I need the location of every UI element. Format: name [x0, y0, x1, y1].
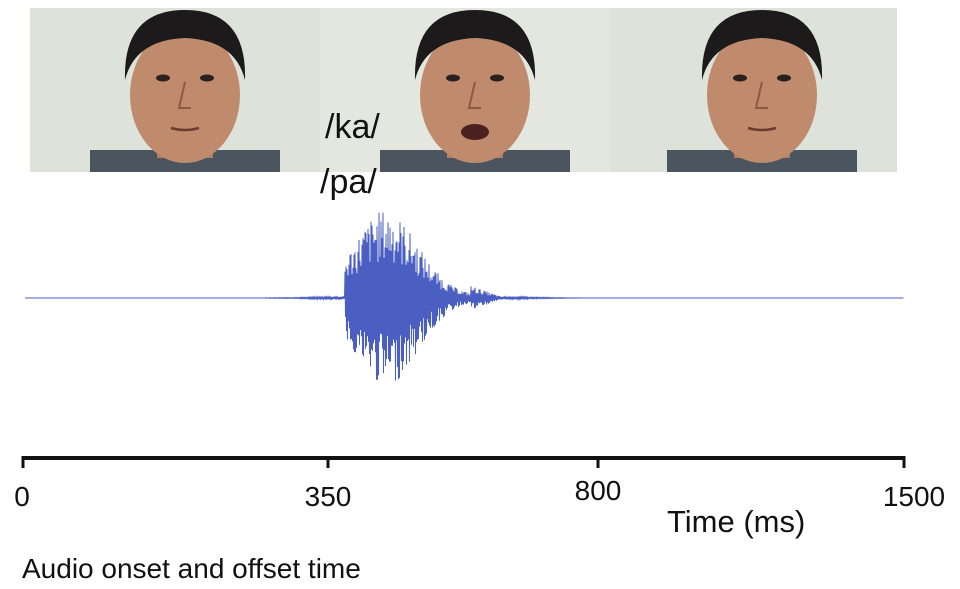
tick-label: 800 [575, 475, 622, 506]
mouth [747, 126, 777, 132]
face [667, 10, 857, 172]
hair [124, 10, 246, 80]
eye [446, 74, 460, 82]
stimulus-label: /pa/ [320, 163, 377, 201]
nose [177, 81, 191, 109]
face [380, 10, 570, 172]
eye [156, 74, 170, 82]
video-frames [30, 8, 897, 172]
mouth [461, 124, 489, 140]
eye [733, 74, 747, 82]
stimulus-label: /ka/ [325, 108, 380, 146]
tick-label: 1500 [883, 481, 945, 512]
face [90, 10, 280, 172]
axis-label: Time (ms) [667, 504, 805, 539]
eye [200, 74, 214, 82]
head [707, 27, 817, 163]
eye [777, 74, 791, 82]
head [420, 27, 530, 163]
axis-ticks [21, 456, 906, 468]
nose [754, 81, 768, 109]
nose [467, 81, 481, 109]
hair [414, 10, 536, 80]
hair [701, 10, 823, 80]
audio-waveform [25, 212, 904, 381]
head [130, 27, 240, 163]
tick-label: 350 [305, 481, 352, 512]
mouth [170, 126, 200, 132]
tick-label: 0 [14, 481, 30, 512]
eye [490, 74, 504, 82]
caption: Audio onset and offset time [22, 553, 361, 584]
